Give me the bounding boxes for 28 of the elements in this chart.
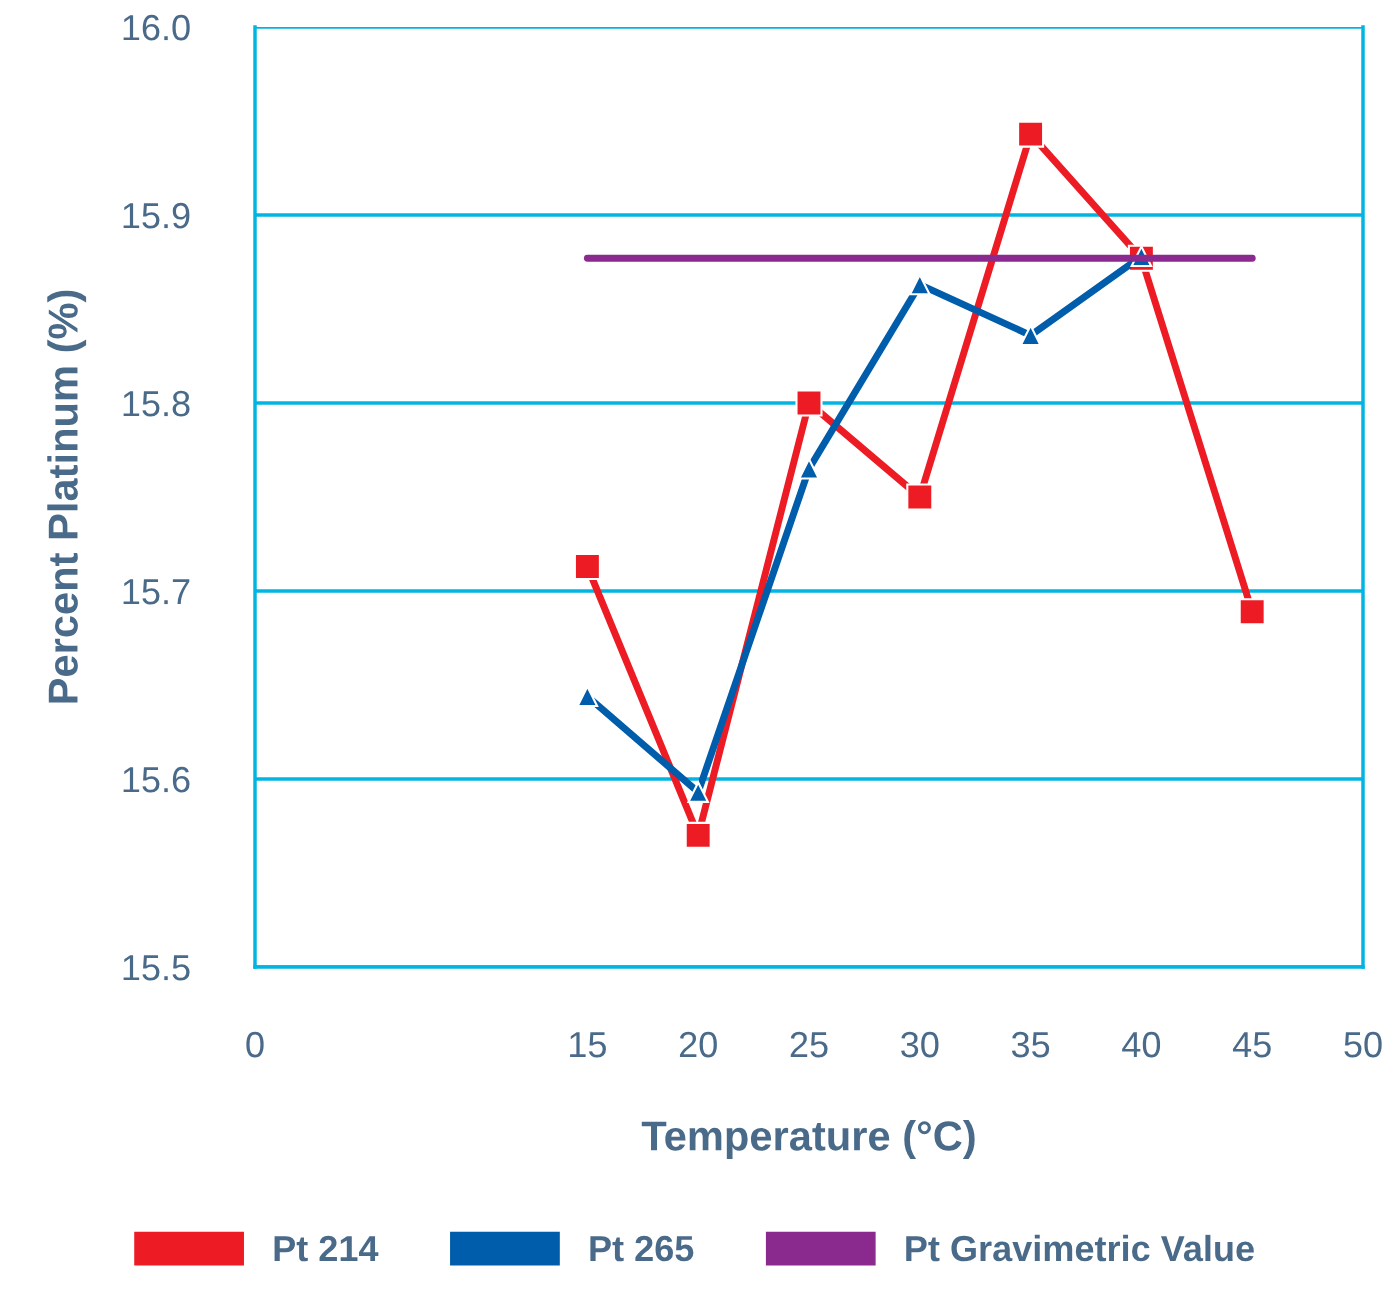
- y-tick-label: 15.8: [123, 390, 190, 417]
- x-tick-label: 45: [1232, 1032, 1271, 1058]
- point: [684, 821, 712, 849]
- y-tick-label: 15.7: [123, 579, 190, 605]
- point: [1017, 120, 1045, 148]
- y-tick-label: 15.9: [123, 202, 190, 229]
- y-tick-label: 16.0: [123, 14, 190, 41]
- point: [906, 483, 934, 511]
- x-tick-label: 35: [1011, 1031, 1050, 1058]
- x-tick-label: 40: [1122, 1031, 1161, 1058]
- y-axis-title: Percent Platinum (%): [47, 290, 87, 703]
- x-tick-label: 0: [246, 1031, 264, 1058]
- y-tick-label: 15.6: [123, 766, 190, 793]
- x-tick-label: 15: [570, 1032, 606, 1058]
- point: [795, 389, 823, 417]
- x-tick-label: 50: [1344, 1031, 1382, 1058]
- legend-label: Pt 214: [274, 1235, 379, 1262]
- legend-label: Pt 265: [590, 1235, 694, 1262]
- point: [1238, 598, 1266, 626]
- y-tick-label: 15.5: [123, 955, 190, 981]
- x-axis-title: Temperature (°C): [641, 1120, 975, 1159]
- x-tick-label: 30: [901, 1031, 939, 1058]
- x-tick-label: 20: [679, 1031, 717, 1058]
- x-tick-label: 25: [790, 1031, 828, 1058]
- point: [798, 458, 820, 480]
- point: [687, 781, 709, 803]
- point: [573, 553, 601, 581]
- legend-label: Pt Gravimetric Value: [906, 1234, 1254, 1262]
